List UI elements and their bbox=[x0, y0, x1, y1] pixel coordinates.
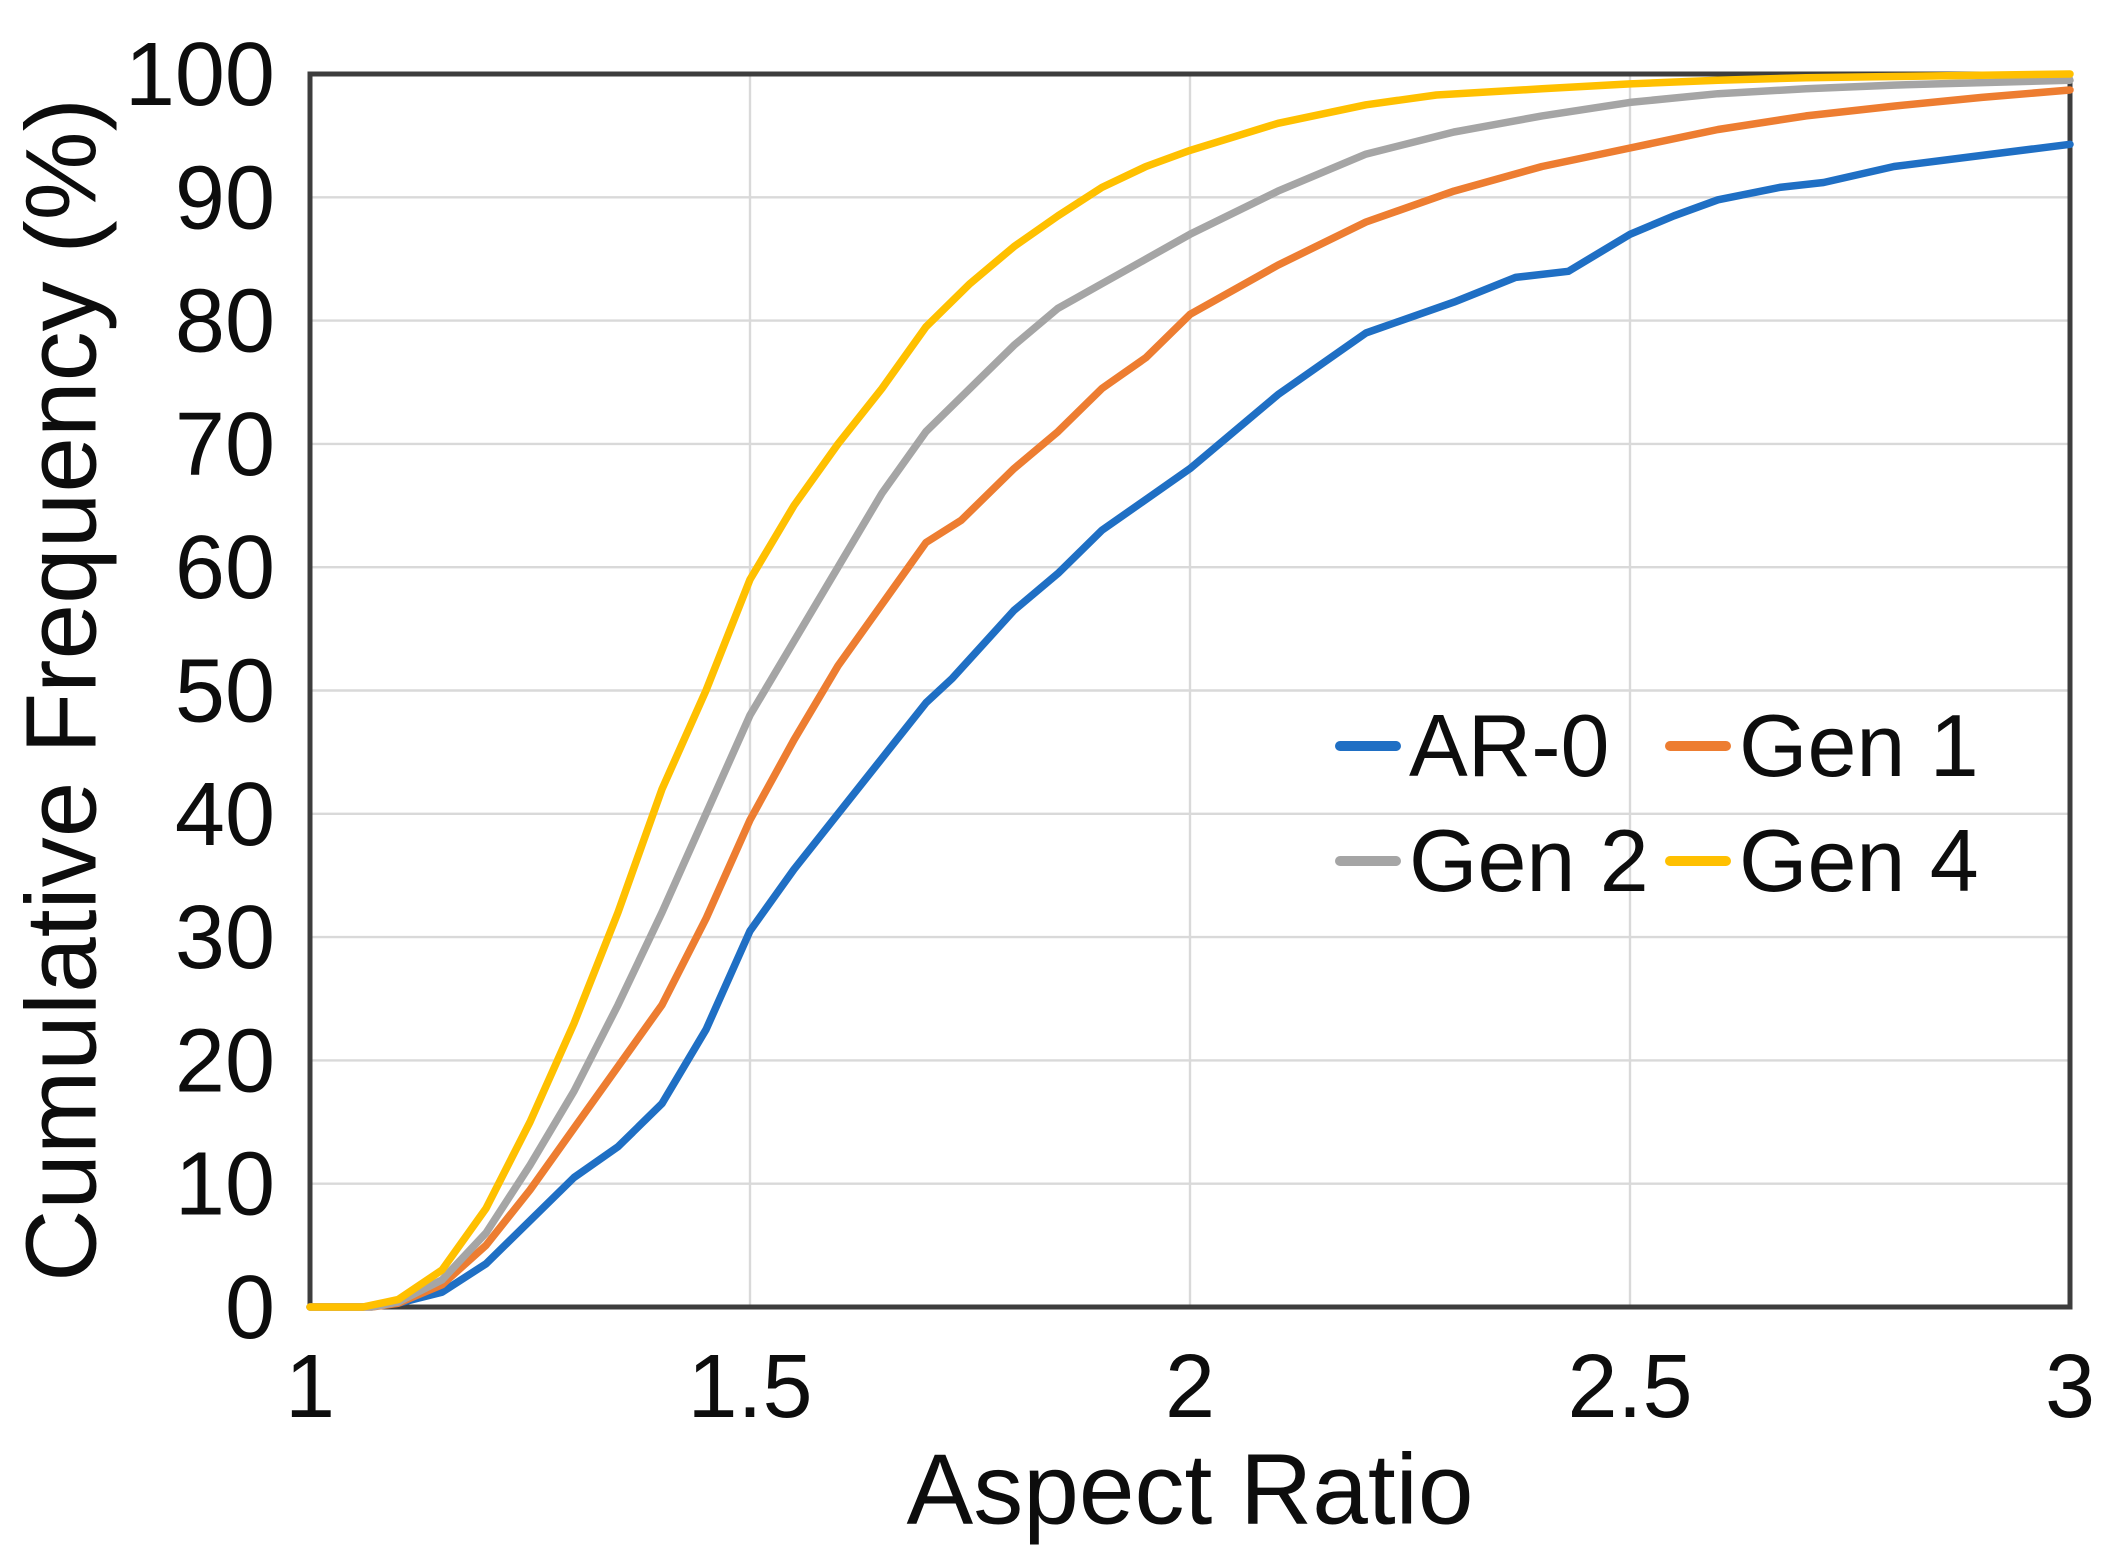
legend-item-gen-4: Gen 4 bbox=[1665, 810, 1995, 912]
y-tick-label: 10 bbox=[175, 1135, 275, 1235]
legend-label: Gen 4 bbox=[1739, 810, 1979, 910]
y-tick-label: 80 bbox=[175, 272, 275, 372]
y-tick-label: 90 bbox=[175, 148, 275, 248]
x-tick-label: 2.5 bbox=[1567, 1337, 1692, 1437]
y-axis-title: Cumulative Frequency (%) bbox=[5, 98, 118, 1282]
legend-item-ar-0: AR-0 bbox=[1335, 695, 1665, 797]
legend-item-gen-1: Gen 1 bbox=[1665, 695, 1995, 797]
x-tick-label: 2 bbox=[1165, 1337, 1215, 1437]
series-line-gen-1 bbox=[306, 86, 2074, 1311]
y-tick-label: 60 bbox=[175, 518, 275, 618]
series-line-gen-2 bbox=[306, 76, 2074, 1311]
legend: AR-0 Gen 1 Gen 2 Gen 4 bbox=[1335, 688, 1995, 918]
series-line-gen-4 bbox=[306, 70, 2074, 1311]
y-tick-label: 70 bbox=[175, 395, 275, 495]
x-tick-label: 3 bbox=[2045, 1337, 2095, 1437]
x-tick-label: 1.5 bbox=[687, 1337, 812, 1437]
y-tick-label: 40 bbox=[175, 765, 275, 865]
legend-label: AR-0 bbox=[1409, 695, 1610, 795]
legend-item-gen-2: Gen 2 bbox=[1335, 810, 1665, 912]
y-tick-label: 50 bbox=[175, 642, 275, 742]
legend-label: Gen 2 bbox=[1409, 810, 1649, 910]
y-tick-label: 0 bbox=[225, 1258, 275, 1358]
x-axis-title: Aspect Ratio bbox=[906, 1433, 1474, 1546]
series-line-ar-0 bbox=[306, 140, 2074, 1311]
y-tick-label: 30 bbox=[175, 888, 275, 988]
series-dash-icon bbox=[1665, 740, 1731, 751]
legend-label: Gen 1 bbox=[1739, 695, 1979, 795]
series-dash-icon bbox=[1335, 855, 1401, 866]
y-tick-label: 100 bbox=[125, 25, 275, 125]
y-tick-label: 20 bbox=[175, 1011, 275, 1111]
series-dash-icon bbox=[1335, 740, 1401, 751]
x-tick-label: 1 bbox=[285, 1337, 335, 1437]
series-dash-icon bbox=[1665, 855, 1731, 866]
axis-frame bbox=[307, 71, 2073, 1310]
